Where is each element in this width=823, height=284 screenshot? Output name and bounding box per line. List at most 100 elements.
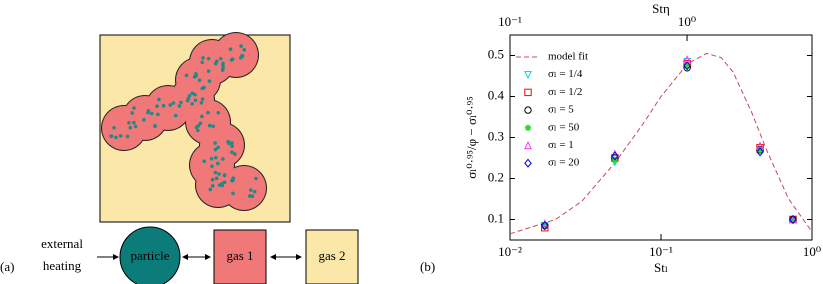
legend-label: σₗ = 1/4	[548, 68, 583, 80]
y-axis-label: σₗ⁰·⁹⁵/φ − σₗ⁰·⁹⁵	[464, 96, 479, 178]
monomer	[210, 177, 215, 182]
monomer	[200, 60, 204, 65]
point	[756, 146, 764, 153]
monomer	[185, 98, 190, 103]
monomer	[213, 170, 218, 175]
monomer	[156, 112, 160, 117]
monomer	[220, 68, 225, 72]
monomer	[200, 86, 205, 91]
monomer	[193, 98, 198, 103]
particle	[119, 226, 181, 284]
particle-label: particle	[131, 248, 170, 263]
monomer	[217, 172, 221, 176]
monomer	[197, 78, 202, 82]
legend-marker	[524, 106, 532, 114]
blob	[222, 166, 266, 210]
monomer	[125, 134, 130, 139]
point	[683, 61, 692, 71]
monomer	[216, 161, 220, 166]
fit-line	[509, 52, 813, 235]
monomer	[157, 97, 161, 102]
blob	[102, 106, 146, 150]
monomer	[206, 110, 210, 115]
monomer	[193, 92, 197, 97]
y-tick-label: 0.4	[488, 87, 505, 102]
monomer	[153, 124, 157, 128]
monomer	[161, 104, 166, 108]
gas2-label: gas 2	[318, 248, 345, 263]
monomer	[210, 184, 215, 188]
monomer	[196, 128, 200, 133]
x2-axis-label: Stη	[652, 1, 670, 16]
monomer	[142, 118, 146, 122]
monomer	[184, 73, 189, 78]
legend-marker	[524, 88, 532, 97]
monomer	[213, 155, 218, 160]
monomer	[128, 125, 133, 130]
monomer	[238, 55, 243, 60]
monomer	[190, 101, 194, 106]
legend-marker	[523, 71, 533, 80]
monomer	[112, 125, 116, 130]
monomer	[132, 120, 136, 125]
monomer	[230, 144, 234, 148]
aggregate	[101, 32, 267, 211]
plot-frame	[509, 34, 813, 241]
legend-marker	[524, 124, 532, 131]
monomer	[133, 124, 138, 129]
x2-tick-label: 10⁻¹	[498, 14, 522, 29]
monomer	[230, 141, 234, 145]
monomer	[210, 164, 214, 168]
monomer	[233, 152, 237, 156]
legend-label: σₗ = 1/2	[548, 86, 582, 98]
monomer	[242, 48, 247, 52]
y-tick-label: 0.1	[488, 210, 504, 225]
monomer	[230, 57, 235, 61]
monomer	[171, 101, 176, 105]
monomer	[226, 139, 230, 144]
gas1-label: gas 1	[226, 248, 253, 263]
legend-marker	[523, 141, 533, 150]
monomer	[211, 124, 216, 129]
gas1-box	[213, 229, 267, 284]
legend-label: model fit	[548, 51, 588, 63]
monomer	[209, 156, 214, 161]
monomer	[239, 44, 243, 48]
heat-label: heating	[43, 258, 82, 273]
monomer	[221, 157, 225, 161]
monomer	[206, 69, 211, 73]
point	[756, 141, 765, 150]
monomer	[201, 56, 205, 60]
point	[540, 221, 549, 231]
monomer	[118, 134, 123, 138]
monomer	[202, 159, 206, 164]
monomer	[213, 147, 218, 152]
monomer	[130, 111, 135, 115]
monomer	[207, 123, 212, 128]
point	[611, 151, 619, 161]
monomer	[221, 63, 225, 68]
point	[541, 222, 548, 229]
monomer	[218, 56, 223, 61]
monomer	[208, 187, 213, 192]
monomer	[248, 194, 252, 198]
point	[789, 216, 797, 223]
x-tick-label: 10⁻²	[498, 244, 522, 259]
monomer	[179, 100, 183, 105]
monomer	[214, 176, 219, 181]
monomer	[146, 110, 150, 115]
monomer	[196, 123, 201, 128]
chart: (b) 0.1 0.2 0.3 0.4 0.5 10⁻² 10⁻¹ 10⁰ 10⁻¹ 10⁰ Stₗ S…	[420, 1, 821, 275]
monomer	[231, 176, 236, 180]
monomer	[254, 176, 258, 181]
monomer	[177, 104, 182, 108]
monomer	[199, 100, 204, 105]
gas2-box	[305, 229, 359, 284]
monomer	[206, 56, 211, 61]
legend-label: σₗ = 50	[548, 121, 580, 133]
monomer	[155, 104, 159, 108]
monomer	[198, 121, 203, 126]
monomer	[249, 188, 253, 192]
monomer	[187, 93, 192, 98]
y-tick-label: 0.2	[488, 169, 504, 184]
